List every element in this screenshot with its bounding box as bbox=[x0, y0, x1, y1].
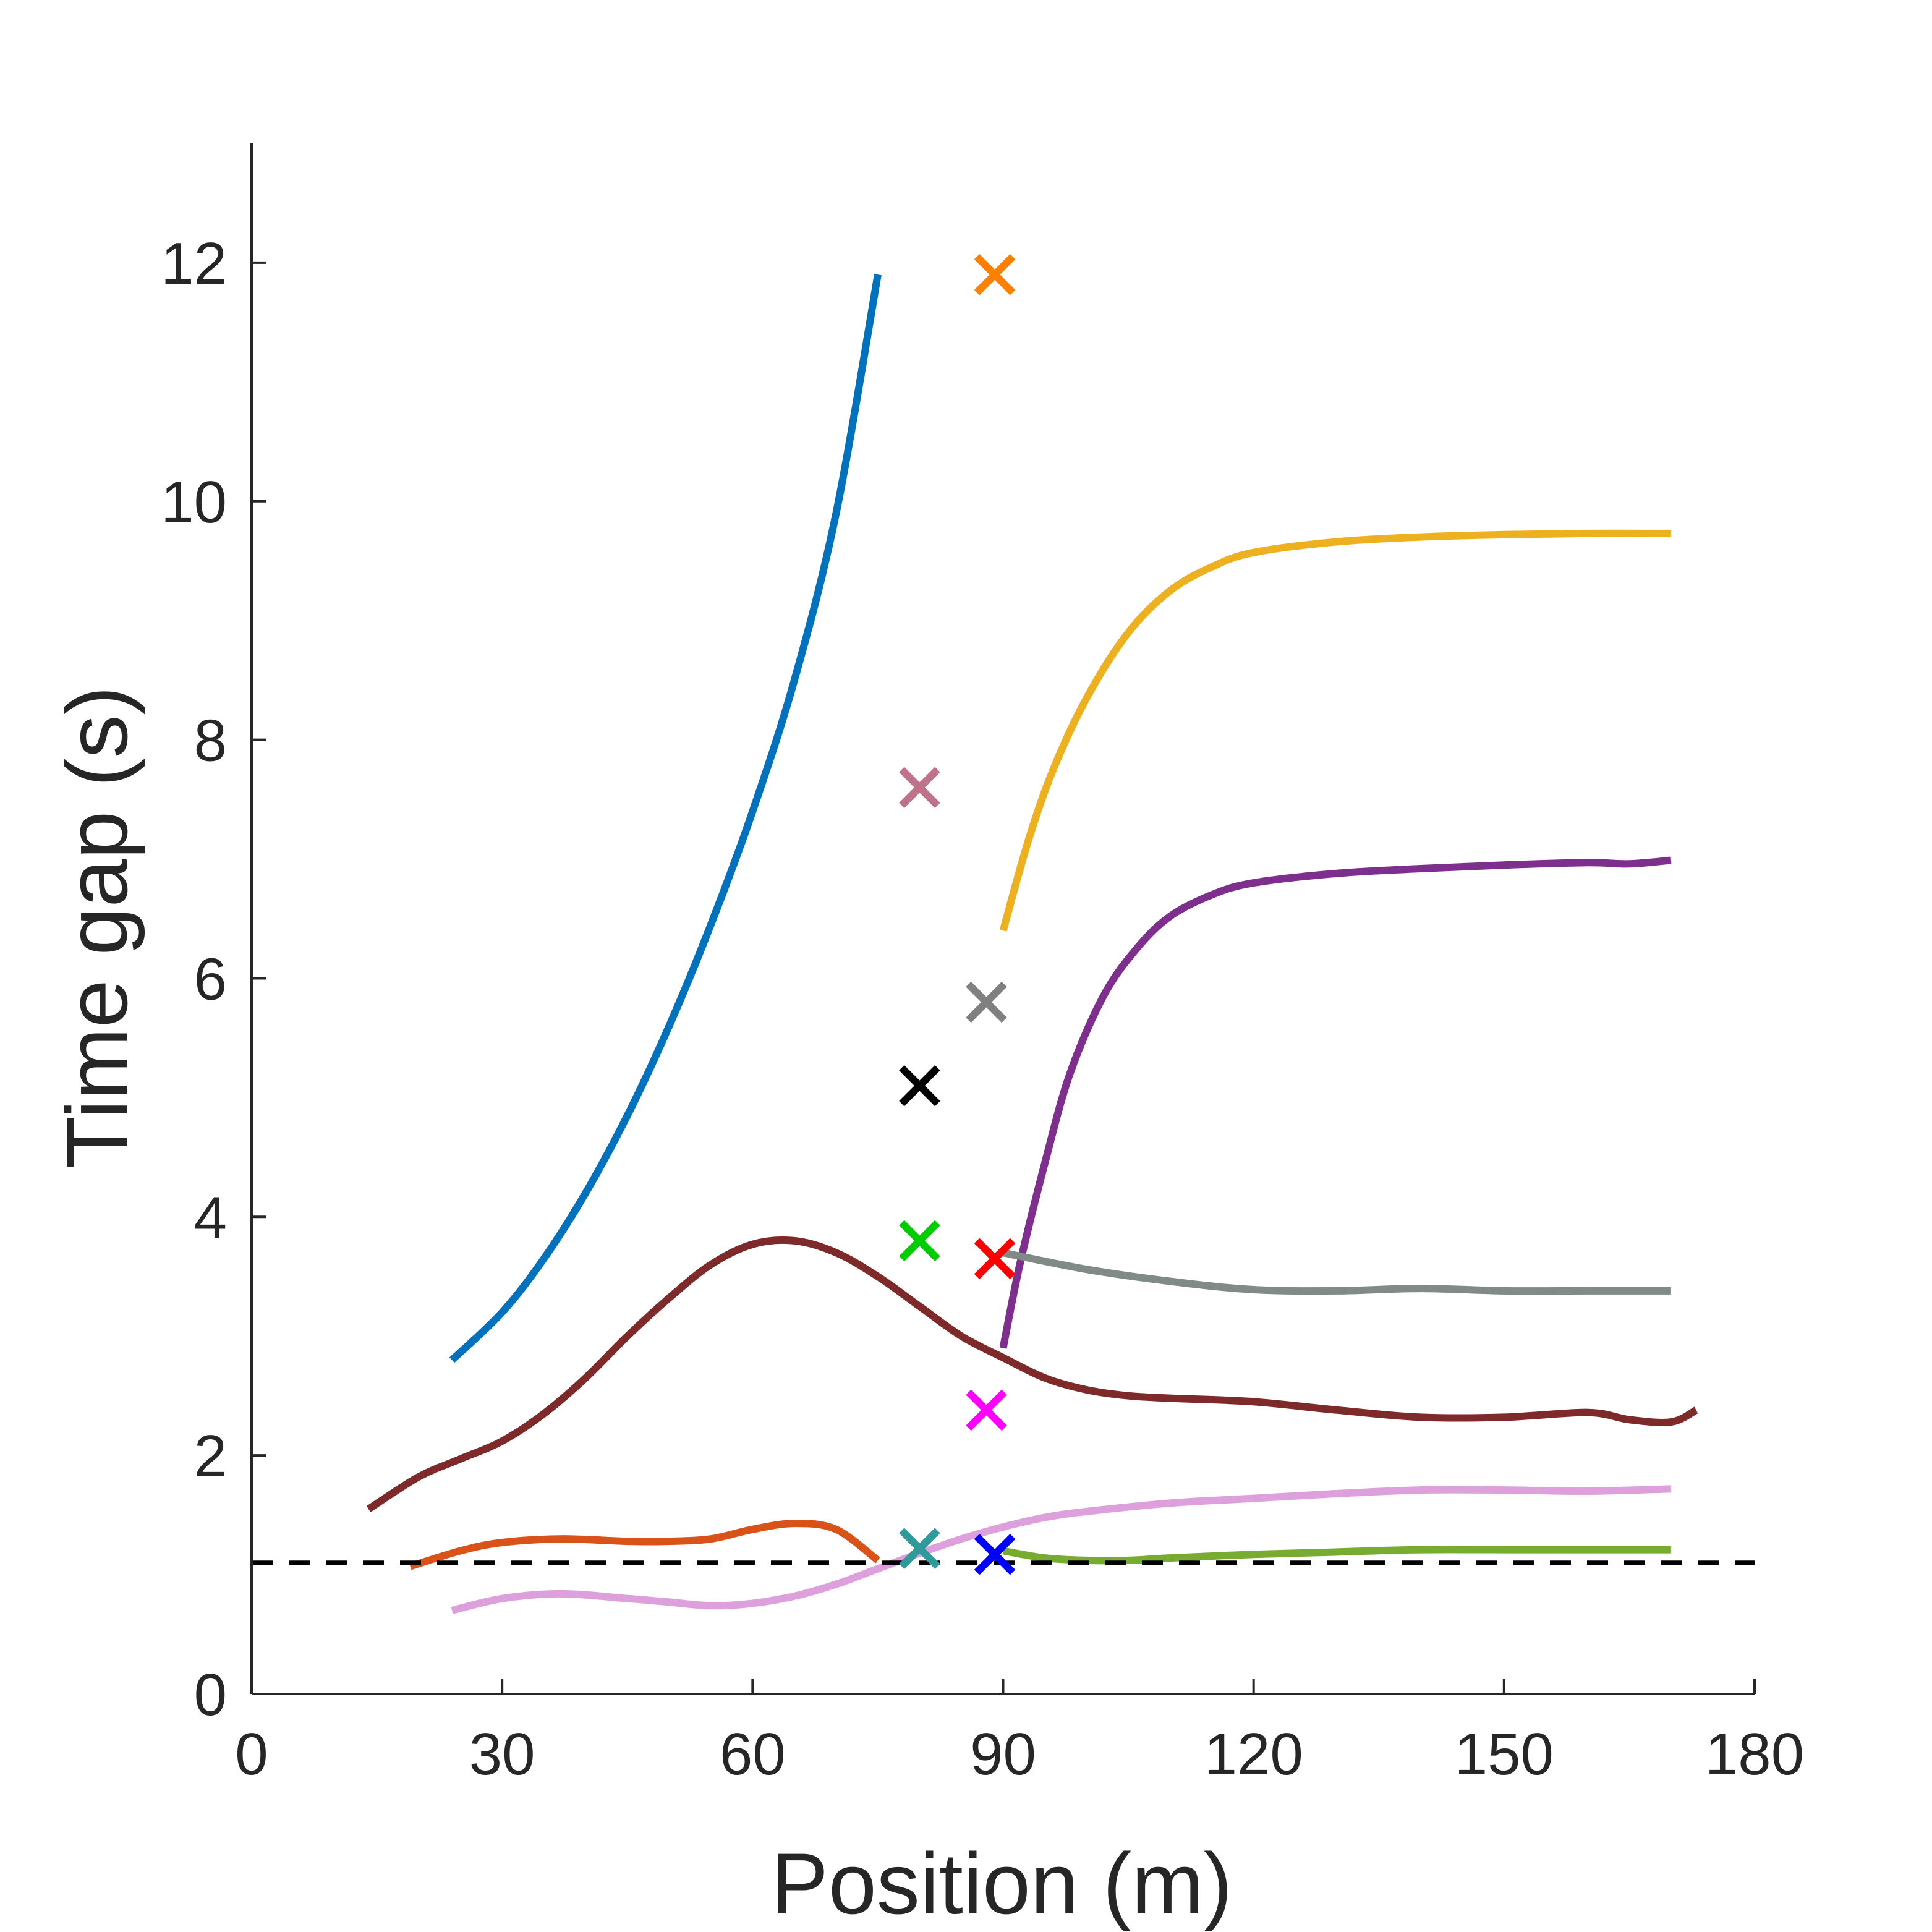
x-tick-label: 90 bbox=[970, 1721, 1036, 1787]
series-line-1 bbox=[449, 274, 882, 1363]
x-marker-stroke bbox=[899, 767, 940, 809]
x-marker-stroke bbox=[899, 1220, 940, 1262]
series-line-3 bbox=[999, 856, 1672, 1349]
y-tick-label: 12 bbox=[161, 231, 227, 297]
x-tick-label: 120 bbox=[1204, 1721, 1303, 1787]
series-line-7 bbox=[451, 1485, 1672, 1614]
marker-layer bbox=[899, 253, 1016, 1575]
series-line-6 bbox=[409, 1520, 880, 1570]
x-marker-stroke bbox=[966, 981, 1007, 1023]
x-marker-4 bbox=[899, 1065, 940, 1107]
y-tick-label: 8 bbox=[194, 708, 227, 774]
y-axis-title: Time gap (s) bbox=[48, 686, 145, 1169]
x-marker-stroke bbox=[899, 1065, 940, 1107]
x-marker-stroke bbox=[974, 1238, 1016, 1280]
y-tick-label: 0 bbox=[194, 1662, 227, 1728]
x-marker-1 bbox=[974, 253, 1016, 296]
y-tick-label: 10 bbox=[161, 469, 227, 535]
series-line-2 bbox=[999, 529, 1671, 932]
x-marker-stroke bbox=[974, 1534, 1016, 1575]
x-marker-stroke bbox=[899, 1528, 940, 1569]
x-tick-label: 180 bbox=[1705, 1721, 1804, 1787]
x-marker-5 bbox=[899, 1220, 940, 1262]
x-marker-8 bbox=[899, 1528, 940, 1569]
x-axis-title: Position (m) bbox=[771, 1835, 1233, 1932]
y-tick-label: 2 bbox=[194, 1423, 227, 1489]
x-marker-7 bbox=[966, 1389, 1007, 1431]
series-layer bbox=[366, 274, 1698, 1614]
x-marker-stroke bbox=[966, 1389, 1007, 1431]
x-marker-stroke bbox=[974, 253, 1016, 296]
series-line-8 bbox=[1002, 1546, 1671, 1565]
x-tick-label: 60 bbox=[720, 1721, 786, 1787]
x-marker-6 bbox=[974, 1238, 1016, 1280]
series-line-4 bbox=[1002, 1249, 1671, 1295]
tick-layer: 0 30 60 90 120 150 180 0 2 4 6 8 10 12 bbox=[161, 231, 1804, 1787]
y-tick-label: 4 bbox=[194, 1185, 227, 1251]
x-tick-label: 30 bbox=[469, 1721, 535, 1787]
x-tick-label: 150 bbox=[1455, 1721, 1554, 1787]
x-marker-2 bbox=[899, 767, 940, 809]
series-line-5 bbox=[366, 1236, 1698, 1513]
x-marker-9 bbox=[974, 1534, 1016, 1575]
x-marker-3 bbox=[966, 981, 1007, 1023]
y-tick-label: 6 bbox=[194, 946, 227, 1012]
x-tick-label: 0 bbox=[235, 1721, 268, 1787]
